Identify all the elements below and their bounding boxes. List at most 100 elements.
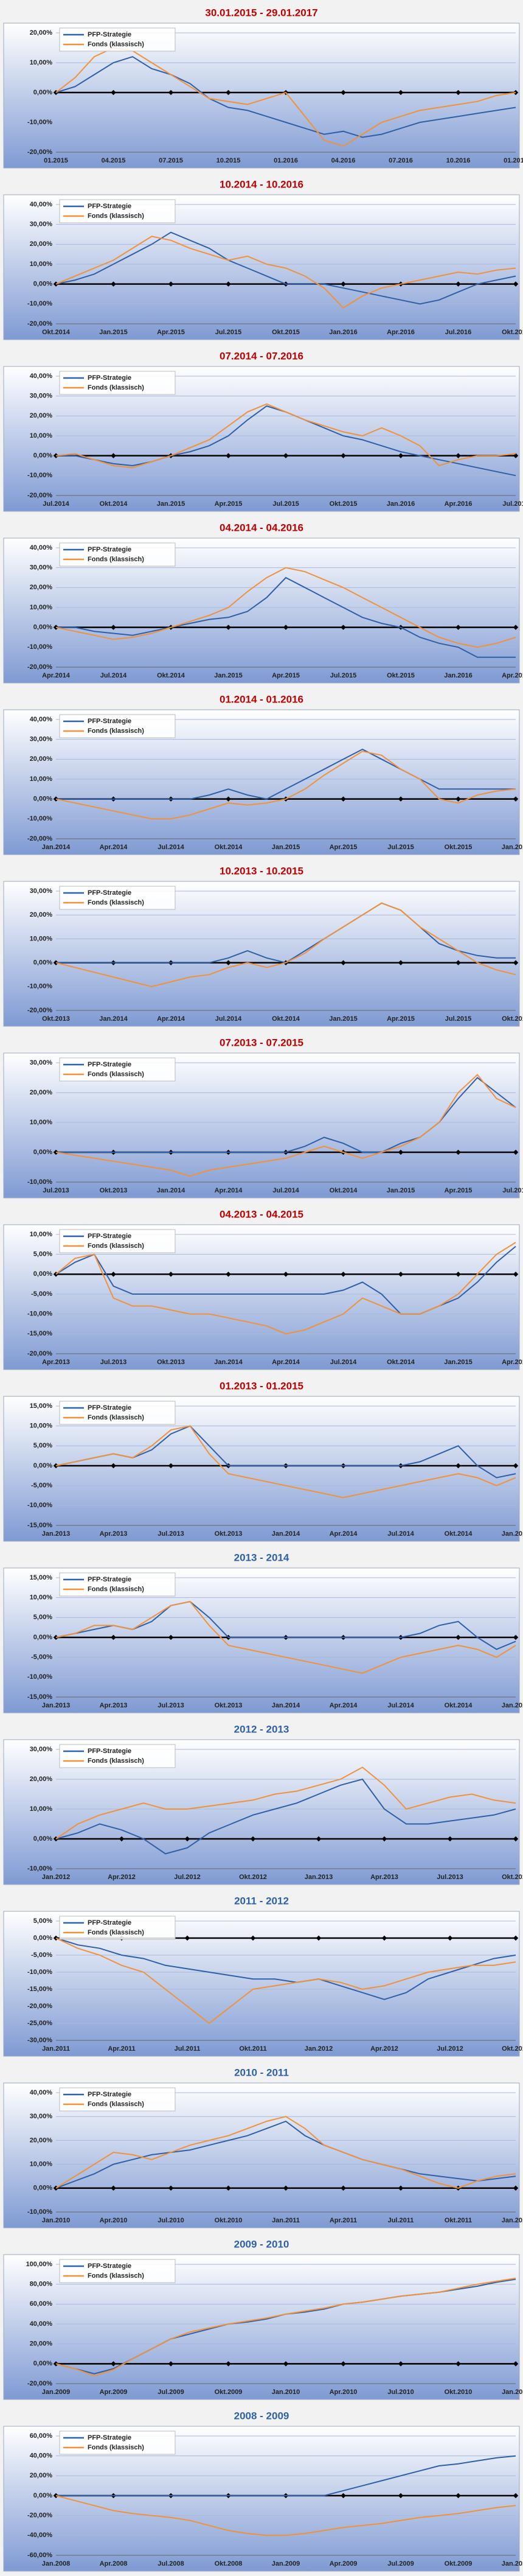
- x-tick-label: Jan.2015: [502, 1702, 523, 1709]
- x-tick-label: Jan.2015: [502, 1530, 523, 1538]
- series-line: [56, 576, 516, 658]
- zero-marker: [341, 625, 346, 630]
- x-tick-label: Jul.2013: [100, 1359, 126, 1366]
- zero-marker: [341, 2493, 346, 2499]
- y-tick-label: 10,00%: [30, 1423, 53, 1430]
- zero-marker: [455, 1149, 461, 1155]
- chart-title: 2013 - 2014: [234, 1552, 289, 1563]
- x-tick-label: Okt.2015: [272, 329, 300, 336]
- zero-marker: [381, 1935, 387, 1941]
- x-tick-label: Apr.2015: [445, 1187, 473, 1194]
- y-tick-label: 40,00%: [30, 544, 53, 551]
- x-tick-label: Okt.2013: [502, 1874, 523, 1881]
- x-tick-label: Jul.2010: [387, 2389, 414, 2396]
- x-tick-label: Apr.2014: [272, 1359, 300, 1366]
- zero-marker: [226, 2185, 231, 2191]
- y-tick-label: -5,00%: [31, 1654, 52, 1661]
- chart-title: 01.2014 - 01.2016: [220, 693, 303, 705]
- zero-marker: [398, 2361, 404, 2367]
- legend-box: [59, 2087, 176, 2112]
- legend-label: PFP-Strategie: [88, 1404, 131, 1412]
- x-tick-label: Okt.2010: [445, 2389, 473, 2396]
- x-tick-label: 07.2016: [389, 157, 413, 164]
- x-tick-label: Okt.2012: [502, 2045, 523, 2053]
- y-tick-label: 0,00%: [33, 281, 52, 288]
- x-tick-label: Jan.2016: [387, 500, 415, 508]
- zero-marker: [184, 1836, 190, 1842]
- y-tick-label: -15,00%: [27, 1693, 52, 1701]
- x-tick-label: Okt.2013: [100, 1187, 128, 1194]
- y-tick-label: -10,00%: [27, 1673, 52, 1681]
- zero-marker: [283, 2361, 289, 2367]
- zero-marker: [341, 2361, 346, 2367]
- legend-box: [59, 1572, 176, 1597]
- x-tick-label: Jul.2015: [445, 1015, 471, 1023]
- x-tick-label: Apr.2012: [370, 2045, 398, 2053]
- chart-panel: 07.2014 - 07.2016 -20,00% -10,00% 0,00% 10,0…: [0, 343, 523, 514]
- y-tick-label: 0,00%: [33, 624, 52, 631]
- x-tick-label: Okt.2015: [330, 500, 358, 508]
- zero-marker: [513, 1935, 519, 1941]
- x-tick-label: Apr.2013: [42, 1359, 70, 1366]
- x-tick-label: Apr.2016: [502, 672, 523, 679]
- x-tick-label: Okt.2010: [215, 2217, 243, 2224]
- series-line: [55, 751, 516, 820]
- zero-marker: [513, 1272, 519, 1277]
- y-tick-label: 0,00%: [33, 1270, 52, 1278]
- x-tick-label: Jan.2012: [305, 2045, 333, 2053]
- x-tick-label: Apr.2009: [330, 2560, 358, 2567]
- series-line: [55, 1074, 516, 1177]
- y-tick-label: 10,00%: [30, 1805, 53, 1813]
- y-tick-label: 0,00%: [33, 959, 52, 967]
- series-line: [55, 1778, 516, 1855]
- x-tick-label: Jan.2016: [329, 329, 357, 336]
- zero-marker: [341, 960, 346, 965]
- x-tick-label: Apr.2014: [330, 1702, 358, 1709]
- zero-marker: [455, 2361, 461, 2367]
- series-line: [55, 2277, 516, 2376]
- x-tick-label: Jan.2011: [42, 2045, 70, 2053]
- x-tick-label: Okt.2016: [502, 329, 523, 336]
- zero-marker: [398, 1272, 404, 1277]
- y-tick-label: 30,00%: [30, 393, 53, 400]
- y-tick-label: 10,00%: [30, 604, 53, 611]
- zero-marker: [168, 89, 174, 96]
- zero-marker: [168, 1272, 174, 1277]
- legend-label: Fonds (klassisch): [88, 2444, 144, 2451]
- zero-marker: [168, 1463, 174, 1469]
- chart-title: 04.2014 - 04.2016: [220, 522, 303, 533]
- legend-label: Fonds (klassisch): [88, 1586, 144, 1593]
- x-tick-label: Jan.2015: [157, 500, 185, 508]
- x-tick-label: 04.2016: [331, 157, 356, 164]
- legend-label: PFP-Strategie: [88, 2091, 131, 2098]
- x-tick-label: Jul.2014: [43, 500, 69, 508]
- legend-label: PFP-Strategie: [88, 203, 131, 210]
- y-tick-label: 80,00%: [30, 2281, 53, 2288]
- y-tick-label: -10,00%: [27, 1969, 52, 1976]
- series-line: [55, 2116, 516, 2189]
- legend-box: [59, 1916, 176, 1940]
- y-tick-label: -10,00%: [27, 1865, 52, 1872]
- y-tick-label: 30,00%: [30, 1746, 53, 1753]
- y-tick-label: 40,00%: [30, 2452, 53, 2460]
- y-tick-label: 5,00%: [33, 1614, 52, 1621]
- y-tick-label: 0,00%: [33, 796, 52, 803]
- y-tick-label: -10,00%: [27, 300, 52, 307]
- y-tick-label: 15,00%: [30, 1574, 53, 1581]
- x-tick-label: Apr.2015: [272, 672, 300, 679]
- x-tick-label: Jan.2012: [502, 2217, 523, 2224]
- y-tick-label: -15,00%: [27, 1522, 52, 1529]
- y-tick-label: 20,00%: [30, 2472, 53, 2479]
- x-tick-label: Jul.2008: [158, 2560, 184, 2567]
- series-line: [55, 1425, 516, 1499]
- x-tick-label: Okt.2015: [445, 844, 473, 851]
- series-line: [55, 56, 516, 138]
- chart-title: 2009 - 2010: [234, 2238, 289, 2250]
- x-tick-label: Jan.2013: [305, 1874, 333, 1881]
- chart-panel: 01.2013 - 01.2015 -15,00% -10,00% -5,00% 0,0…: [0, 1373, 523, 1544]
- zero-marker: [283, 1272, 289, 1277]
- x-tick-label: Jul.2016: [445, 329, 471, 336]
- zero-marker: [455, 281, 461, 287]
- y-tick-label: 20,00%: [30, 2137, 53, 2144]
- x-tick-label: Okt.2014: [272, 1015, 300, 1023]
